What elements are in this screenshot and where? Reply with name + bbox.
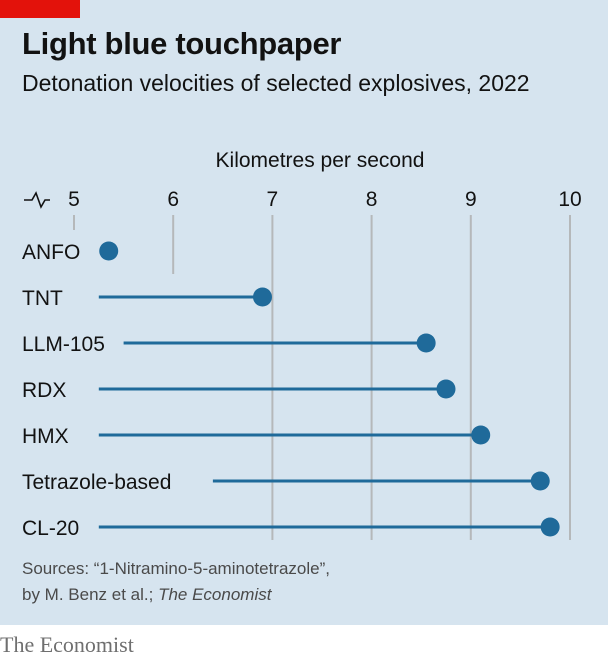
x-tick-9: 9 xyxy=(465,188,477,211)
row-rdx: RDX xyxy=(22,379,456,402)
value-dot xyxy=(436,379,456,399)
row-anfo: ANFO xyxy=(22,241,119,264)
chart-subtitle: Detonation velocities of selected explos… xyxy=(22,70,530,96)
source-line-2: by M. Benz et al.; The Economist xyxy=(22,582,330,608)
value-dot xyxy=(416,333,436,353)
row-hmx: HMX xyxy=(22,425,491,448)
category-label: TNT xyxy=(22,287,63,310)
chart-plot: Kilometres per second 5 6 7 8 9 10 ANFO TNT LLM… xyxy=(22,149,582,540)
data-rows: ANFO TNT LLM-105 RDX HMX Tetrazole-based CL-20 xyxy=(22,241,560,540)
value-dot xyxy=(252,287,272,307)
category-label: CL-20 xyxy=(22,517,79,540)
row-cl-20: CL-20 xyxy=(22,517,560,540)
chart-panel: Light blue touchpaper Detonation velocit… xyxy=(0,0,608,625)
grid-lines xyxy=(73,215,571,540)
brand-red-tag xyxy=(0,0,80,18)
row-tetrazole-based: Tetrazole-based xyxy=(22,471,550,494)
source-line-1: Sources: “1-Nitramino-5-aminotetrazole”, xyxy=(22,559,330,578)
value-dot xyxy=(99,241,119,261)
x-tick-7: 7 xyxy=(267,188,279,211)
x-tick-labels: 5 6 7 8 9 10 xyxy=(68,188,582,211)
axis-break-icon xyxy=(24,191,50,209)
row-llm-105: LLM-105 xyxy=(22,333,436,356)
source-authors: by M. Benz et al.; xyxy=(22,585,159,604)
x-axis-title: Kilometres per second xyxy=(216,149,425,172)
category-label: LLM-105 xyxy=(22,333,105,356)
category-label: RDX xyxy=(22,379,66,402)
category-label: Tetrazole-based xyxy=(22,471,171,494)
x-tick-10: 10 xyxy=(558,188,581,211)
x-tick-8: 8 xyxy=(366,188,378,211)
source-publication: The Economist xyxy=(158,585,272,604)
category-label: HMX xyxy=(22,425,69,448)
source-note: Sources: “1-Nitramino-5-aminotetrazole”,… xyxy=(22,556,330,608)
value-dot xyxy=(540,517,560,537)
category-label: ANFO xyxy=(22,241,80,264)
x-tick-5: 5 xyxy=(68,188,80,211)
chart-title: Light blue touchpaper xyxy=(22,26,342,61)
value-dot xyxy=(471,425,491,445)
x-tick-6: 6 xyxy=(167,188,179,211)
row-tnt: TNT xyxy=(22,287,272,310)
publisher-footer: The Economist xyxy=(0,632,134,657)
value-dot xyxy=(530,471,550,491)
